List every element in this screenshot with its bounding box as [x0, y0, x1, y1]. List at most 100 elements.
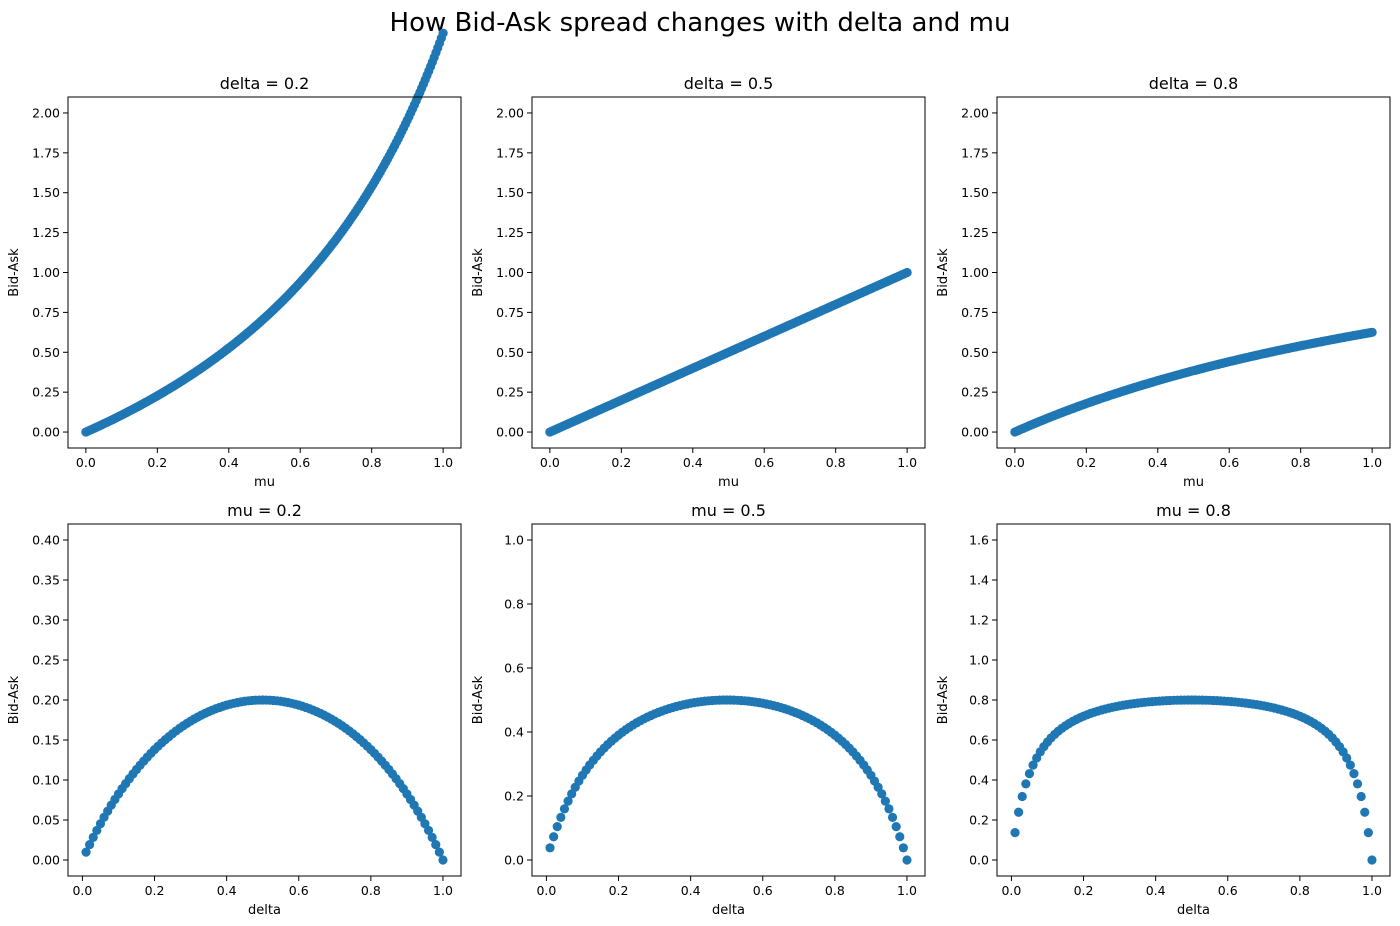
subplot-title: delta = 0.2 — [220, 74, 310, 93]
x-tick-label: 0.0 — [1001, 883, 1021, 898]
data-point — [434, 847, 444, 857]
x-tick-label: 1.0 — [897, 455, 917, 470]
data-point — [1010, 828, 1020, 838]
data-point — [1349, 769, 1359, 779]
data-point — [563, 796, 573, 806]
axes-frame — [531, 96, 926, 449]
y-tick-label: 2.00 — [961, 105, 989, 120]
y-tick-label: 1.50 — [32, 185, 60, 200]
x-tick-label: 0.2 — [611, 455, 631, 470]
y-tick-label: 0.4 — [969, 773, 989, 788]
x-tick-label: 0.6 — [290, 455, 310, 470]
data-point — [902, 267, 912, 278]
x-tick-label: 0.4 — [683, 455, 703, 470]
scatter-series — [545, 695, 912, 865]
subplot-title: mu = 0.2 — [227, 501, 302, 520]
x-tick-label: 1.0 — [433, 883, 453, 898]
x-tick-label: 0.2 — [145, 883, 165, 898]
y-tick-label: 1.0 — [969, 653, 989, 668]
data-point — [438, 28, 448, 38]
y-tick-label: 0.2 — [969, 813, 989, 828]
y-tick-label: 1.25 — [496, 225, 524, 240]
scatter-series — [81, 695, 448, 865]
x-tick-label: 0.2 — [147, 455, 167, 470]
y-tick-label: 1.75 — [961, 145, 989, 160]
y-tick-label: 1.50 — [496, 185, 524, 200]
x-tick-label: 0.4 — [1146, 883, 1166, 898]
data-point — [559, 804, 570, 814]
y-tick-label: 0.00 — [961, 425, 989, 440]
x-tick-label: 0.2 — [609, 883, 629, 898]
subplot-title: delta = 0.8 — [1149, 74, 1239, 93]
x-tick-label: 0.8 — [825, 883, 845, 898]
y-tick-label: 2.00 — [32, 105, 60, 120]
data-point — [1024, 769, 1035, 779]
y-axis-label: Bid-Ask — [471, 675, 486, 724]
data-point — [1014, 807, 1024, 817]
y-tick-label: 0.25 — [32, 385, 60, 400]
y-tick-label: 0.00 — [32, 853, 60, 868]
y-tick-label: 1.00 — [961, 265, 989, 280]
x-tick-label: 1.0 — [433, 455, 453, 470]
data-point — [85, 840, 95, 850]
data-point — [423, 825, 434, 836]
y-axis-label: Bid-Ask — [471, 248, 486, 297]
y-tick-label: 0.0 — [504, 853, 524, 868]
data-point — [1363, 828, 1373, 838]
subplot-1: delta = 0.2 0.0 0.2 0.4 0.6 0.8 1.0 0.00 0.25 0.5… — [7, 28, 462, 490]
data-point — [1017, 791, 1027, 802]
x-tick-label: 0.6 — [289, 883, 309, 898]
data-point — [895, 832, 905, 842]
data-point — [545, 843, 555, 853]
x-tick-label: 0.0 — [72, 883, 92, 898]
data-point — [1342, 753, 1352, 763]
x-tick-label: 0.2 — [1074, 883, 1094, 898]
y-axis-label: Bid-Ask — [7, 675, 22, 724]
x-tick-label: 0.0 — [76, 455, 96, 470]
y-tick-label: 0.50 — [32, 345, 60, 360]
data-point — [88, 832, 98, 842]
y-axis-label: Bid-Ask — [936, 675, 951, 724]
x-tick-label: 0.6 — [1219, 455, 1239, 470]
data-point — [1345, 760, 1355, 770]
y-tick-label: 0.6 — [504, 661, 524, 676]
subplot-5: mu = 0.5 0.0 0.2 0.4 0.6 0.8 1.0 0.0 0.2 0.4 0.6 0.… — [471, 501, 926, 918]
x-axis-label: mu — [254, 475, 275, 490]
y-tick-label: 1.00 — [496, 265, 524, 280]
x-tick-label: 1.0 — [1362, 883, 1382, 898]
x-tick-label: 0.6 — [1218, 883, 1238, 898]
figure-suptitle: How Bid-Ask spread changes with delta an… — [390, 8, 1011, 38]
y-tick-label: 0.25 — [961, 385, 989, 400]
data-point — [1352, 779, 1363, 789]
y-tick-label: 1.75 — [496, 145, 524, 160]
x-tick-label: 0.8 — [361, 883, 381, 898]
data-point — [887, 812, 898, 822]
subplot-4: mu = 0.2 0.0 0.2 0.4 0.6 0.8 1.0 0.00 0.05 0.10 0.… — [7, 501, 462, 918]
subplot-title: mu = 0.5 — [691, 501, 766, 520]
y-tick-label: 1.0 — [504, 533, 524, 548]
y-tick-label: 1.6 — [969, 533, 989, 548]
subplot-title: delta = 0.5 — [684, 74, 774, 93]
subplot-3: delta = 0.8 0.0 0.2 0.4 0.6 0.8 1.0 0.00 0.25 0.5… — [936, 74, 1391, 490]
y-axis-label: Bid-Ask — [7, 248, 22, 297]
data-point — [880, 796, 890, 806]
scatter-series — [545, 267, 912, 437]
x-axis-label: delta — [712, 903, 745, 918]
data-point — [1021, 779, 1031, 789]
x-tick-label: 0.0 — [1005, 455, 1025, 470]
axes-frame — [996, 96, 1391, 449]
data-point — [1356, 791, 1366, 802]
y-tick-label: 0.4 — [504, 725, 524, 740]
data-point — [898, 843, 908, 853]
y-tick-label: 0.8 — [504, 597, 524, 612]
y-tick-label: 0.75 — [496, 305, 524, 320]
y-tick-label: 0.25 — [496, 385, 524, 400]
x-tick-label: 0.0 — [540, 455, 560, 470]
data-point — [81, 847, 91, 857]
y-tick-label: 0.00 — [496, 425, 524, 440]
y-tick-label: 0.75 — [32, 305, 60, 320]
y-tick-label: 1.25 — [32, 225, 60, 240]
y-tick-label: 0.35 — [32, 573, 60, 588]
y-tick-label: 0.25 — [32, 653, 60, 668]
y-tick-label: 0.6 — [969, 733, 989, 748]
